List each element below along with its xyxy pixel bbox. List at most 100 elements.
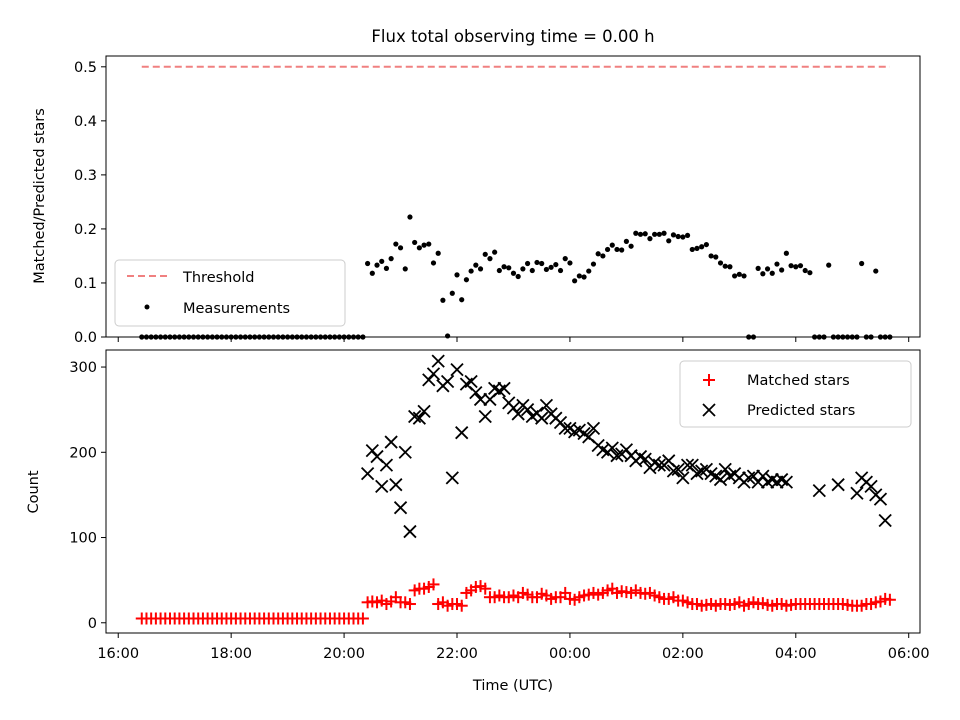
measurement-point xyxy=(524,260,531,267)
predicted-point xyxy=(671,462,685,476)
measurement-point xyxy=(717,260,724,266)
measurement-point xyxy=(374,262,380,268)
measurement-point xyxy=(689,246,695,253)
measurement-point xyxy=(567,260,573,266)
measurement-point xyxy=(412,239,418,246)
measurement-point xyxy=(576,273,582,279)
predicted-point xyxy=(426,367,441,381)
measurement-point xyxy=(553,261,559,268)
measurement-point xyxy=(670,232,677,238)
predicted-point xyxy=(403,524,417,539)
predicted-point xyxy=(878,513,892,528)
measurement-point xyxy=(543,266,550,273)
predicted-legend-swatch xyxy=(702,403,716,417)
measurement-point xyxy=(722,263,728,269)
measurement-point xyxy=(435,250,441,256)
measurement-point xyxy=(736,271,742,277)
predicted-point xyxy=(610,449,624,463)
count-x-tick-label: 18:00 xyxy=(210,646,252,662)
threshold-legend-label: Threshold xyxy=(182,270,254,286)
predicted-point xyxy=(873,492,888,506)
measurement-point xyxy=(826,262,832,268)
ratio-y-tick-label: 0.4 xyxy=(74,114,97,130)
measurement-legend-label: Measurements xyxy=(183,301,290,317)
measurement-point xyxy=(656,231,662,237)
measurement-point xyxy=(859,260,865,267)
measurement-point xyxy=(515,273,521,280)
measurement-point xyxy=(802,267,808,274)
measurement-point xyxy=(642,231,648,237)
measurement-point xyxy=(534,259,540,266)
measurement-point xyxy=(699,244,705,250)
predicted-point xyxy=(520,403,535,417)
predicted-point xyxy=(469,385,483,400)
measurement-point xyxy=(713,254,719,260)
predicted-point xyxy=(586,421,601,436)
predicted-point xyxy=(408,409,422,424)
predicted-point xyxy=(742,471,756,485)
measurement-point xyxy=(703,241,709,248)
predicted-point xyxy=(685,458,699,472)
predicted-point xyxy=(464,374,478,389)
measurement-point xyxy=(402,266,408,272)
predicted-point xyxy=(666,464,681,478)
count-x-tick-label: 20:00 xyxy=(323,646,365,662)
count-x-tick-label: 00:00 xyxy=(549,646,591,662)
measurement-point xyxy=(477,266,484,272)
measurement-point xyxy=(454,272,460,278)
measurement-point xyxy=(708,253,714,259)
predicted-point xyxy=(417,404,431,419)
measurement-point xyxy=(590,261,597,267)
measurement-point xyxy=(506,265,512,271)
predicted-point xyxy=(676,471,690,485)
matched-point xyxy=(479,582,492,595)
predicted-point xyxy=(473,392,488,407)
measurement-point xyxy=(492,249,498,255)
matched-point xyxy=(403,598,416,611)
count-x-tick-label: 06:00 xyxy=(888,646,930,662)
measurement-point xyxy=(444,333,451,339)
measurement-point xyxy=(388,256,394,262)
predicted-point xyxy=(864,479,878,494)
measurement-point xyxy=(675,233,681,240)
measurement-point xyxy=(487,256,493,262)
count-x-axis: 16:00 18:00 20:00 22:00 00:00 02:00 04:00 06:00 xyxy=(97,633,930,662)
measurement-point xyxy=(764,266,771,272)
measurement-point xyxy=(793,264,799,270)
predicted-point xyxy=(384,435,398,449)
measurement-point xyxy=(727,264,733,270)
measurement-point xyxy=(529,267,535,274)
predicted-point xyxy=(389,478,403,492)
ratio-y-axis-label: Matched/Predicted stars xyxy=(32,108,48,284)
ratio-y-tick-label: 0.5 xyxy=(74,60,97,76)
matched-point xyxy=(356,612,369,625)
ratio-x-axis xyxy=(117,337,910,342)
predicted-point xyxy=(535,411,549,425)
measurement-point xyxy=(557,267,564,274)
measurement-point xyxy=(421,242,427,248)
measurement-point xyxy=(797,263,804,269)
measurement-point xyxy=(496,267,502,274)
measurement-point xyxy=(604,246,611,253)
measurement-point xyxy=(783,250,789,256)
measurement-point xyxy=(647,236,653,242)
measurement-point xyxy=(619,247,625,253)
measurement-point xyxy=(755,265,761,271)
measurement-point xyxy=(383,265,390,271)
ratio-axes-frame xyxy=(105,55,921,338)
ratio-legend-box xyxy=(114,259,346,327)
measurement-point xyxy=(807,270,813,276)
predicted-point xyxy=(539,398,554,413)
ratio-y-tick-label: 0.0 xyxy=(74,330,97,346)
matched-point xyxy=(883,593,896,606)
chart-title: Flux total observing time = 0.00 h xyxy=(371,27,654,46)
count-x-tick-label: 02:00 xyxy=(662,646,704,662)
matched-point xyxy=(427,578,440,591)
measurement-point xyxy=(581,274,587,280)
ratio-y-tick-label: 0.1 xyxy=(74,276,97,292)
predicted-point xyxy=(450,362,464,377)
predicted-point xyxy=(379,458,394,472)
measurement-point xyxy=(633,230,639,236)
predicted-point xyxy=(393,501,408,515)
